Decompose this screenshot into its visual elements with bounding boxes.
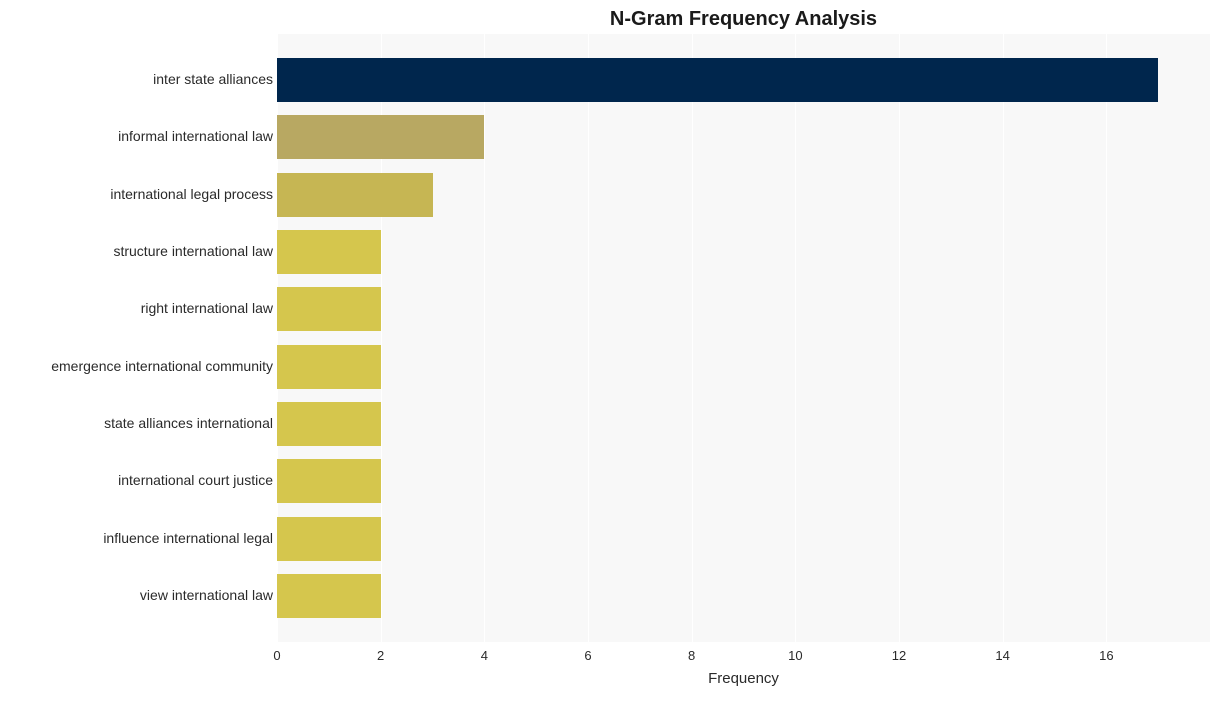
grid-line [692, 34, 693, 642]
grid-line [484, 34, 485, 642]
y-tick-label: view international law [0, 587, 273, 603]
plot-area [277, 34, 1210, 642]
y-tick-label: informal international law [0, 128, 273, 144]
grid-line [795, 34, 796, 642]
grid-line [1106, 34, 1107, 642]
grid-line [588, 34, 589, 642]
bar [277, 459, 381, 503]
bar [277, 230, 381, 274]
x-axis-labels: 0246810121416 [277, 648, 1210, 668]
bar [277, 58, 1158, 102]
chart-container: N-Gram Frequency Analysis inter state al… [0, 0, 1218, 701]
x-tick-label: 8 [688, 648, 695, 663]
x-tick-label: 14 [995, 648, 1009, 663]
y-axis-labels: inter state alliances informal internatio… [0, 34, 273, 642]
x-tick-label: 2 [377, 648, 384, 663]
x-tick-label: 16 [1099, 648, 1113, 663]
y-tick-label: emergence international community [0, 358, 273, 374]
x-tick-label: 4 [481, 648, 488, 663]
bar [277, 402, 381, 446]
bar [277, 287, 381, 331]
y-tick-label: inter state alliances [0, 71, 273, 87]
bar [277, 345, 381, 389]
bar [277, 173, 433, 217]
bar [277, 574, 381, 618]
x-axis-title: Frequency [277, 670, 1210, 687]
chart-title: N-Gram Frequency Analysis [277, 8, 1210, 31]
grid-line [1003, 34, 1004, 642]
x-tick-label: 10 [788, 648, 802, 663]
bar [277, 115, 484, 159]
y-tick-label: right international law [0, 300, 273, 316]
x-tick-label: 0 [273, 648, 280, 663]
y-tick-label: state alliances international [0, 415, 273, 431]
y-tick-label: international court justice [0, 472, 273, 488]
x-tick-label: 12 [892, 648, 906, 663]
grid-line [899, 34, 900, 642]
x-tick-label: 6 [584, 648, 591, 663]
y-tick-label: international legal process [0, 186, 273, 202]
bar [277, 517, 381, 561]
y-tick-label: influence international legal [0, 530, 273, 546]
y-tick-label: structure international law [0, 243, 273, 259]
